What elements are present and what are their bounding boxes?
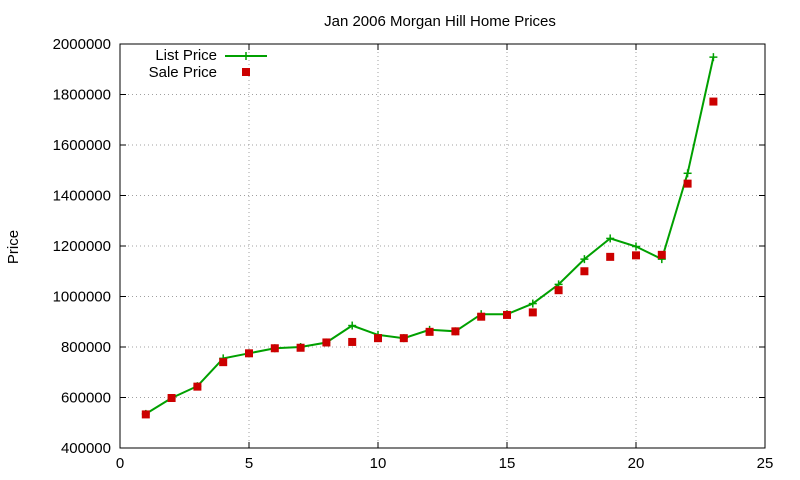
y-axis-label: Price (5, 230, 22, 264)
sale-price-point (296, 343, 305, 352)
tick-labels: 0 5 10 15 20 25 400000 600000 800000 1000000 12000… (53, 36, 774, 472)
sale-price-point (554, 286, 563, 295)
x-tick-label: 0 (116, 455, 124, 472)
sale-price-point (632, 251, 640, 260)
sale-price-point (606, 252, 615, 261)
sale-price-point (528, 308, 537, 317)
list-price-point (709, 53, 718, 62)
list-price-point (683, 169, 692, 178)
sale-price-point (374, 334, 382, 343)
sale-price-point (425, 327, 434, 336)
x-tick-label: 20 (628, 455, 645, 472)
axes (119, 43, 766, 449)
series-line-list-price (145, 56, 715, 415)
list-price-point (528, 299, 537, 308)
list-price-point (580, 255, 589, 264)
legend-label-sale-price: Sale Price (149, 64, 217, 81)
y-tick-label: 1200000 (53, 238, 111, 255)
y-tick-label: 400000 (61, 440, 111, 457)
list-price-point (348, 321, 357, 330)
sale-price-point (503, 310, 511, 319)
y-tick-label: 1000000 (53, 289, 111, 306)
y-tick-label: 800000 (61, 339, 111, 356)
sale-price-point (141, 410, 150, 419)
sale-price-point (709, 97, 718, 106)
sale-price-point (245, 349, 253, 358)
sale-price-point (167, 394, 176, 403)
chart-title: Jan 2006 Morgan Hill Home Prices (324, 13, 556, 30)
sale-price-point (322, 338, 331, 347)
sale-price-point (219, 358, 228, 367)
list-price-point (632, 242, 640, 251)
x-tick-label: 5 (245, 455, 253, 472)
x-tick-label: 25 (757, 455, 774, 472)
sale-price-point (193, 382, 202, 391)
x-tick-label: 10 (370, 455, 387, 472)
legend-label-list-price: List Price (155, 47, 217, 64)
y-tick-label: 2000000 (53, 36, 111, 53)
y-tick-label: 1600000 (53, 137, 111, 154)
legend-marker-sale-price (242, 68, 250, 76)
sale-price-point (683, 179, 692, 188)
series-layer (141, 53, 718, 419)
sale-price-point (270, 344, 279, 353)
y-tick-label: 1800000 (53, 87, 111, 104)
sale-price-point (451, 327, 460, 336)
y-tick-label: 600000 (61, 390, 111, 407)
sale-price-point (657, 250, 666, 259)
list-price-point (606, 234, 615, 243)
grid (120, 44, 765, 448)
y-tick-label: 1400000 (53, 188, 111, 205)
sale-price-point (477, 312, 486, 321)
x-tick-label: 15 (499, 455, 516, 472)
sale-price-point (348, 337, 357, 346)
sale-price-point (580, 267, 589, 276)
sale-price-point (399, 334, 408, 343)
